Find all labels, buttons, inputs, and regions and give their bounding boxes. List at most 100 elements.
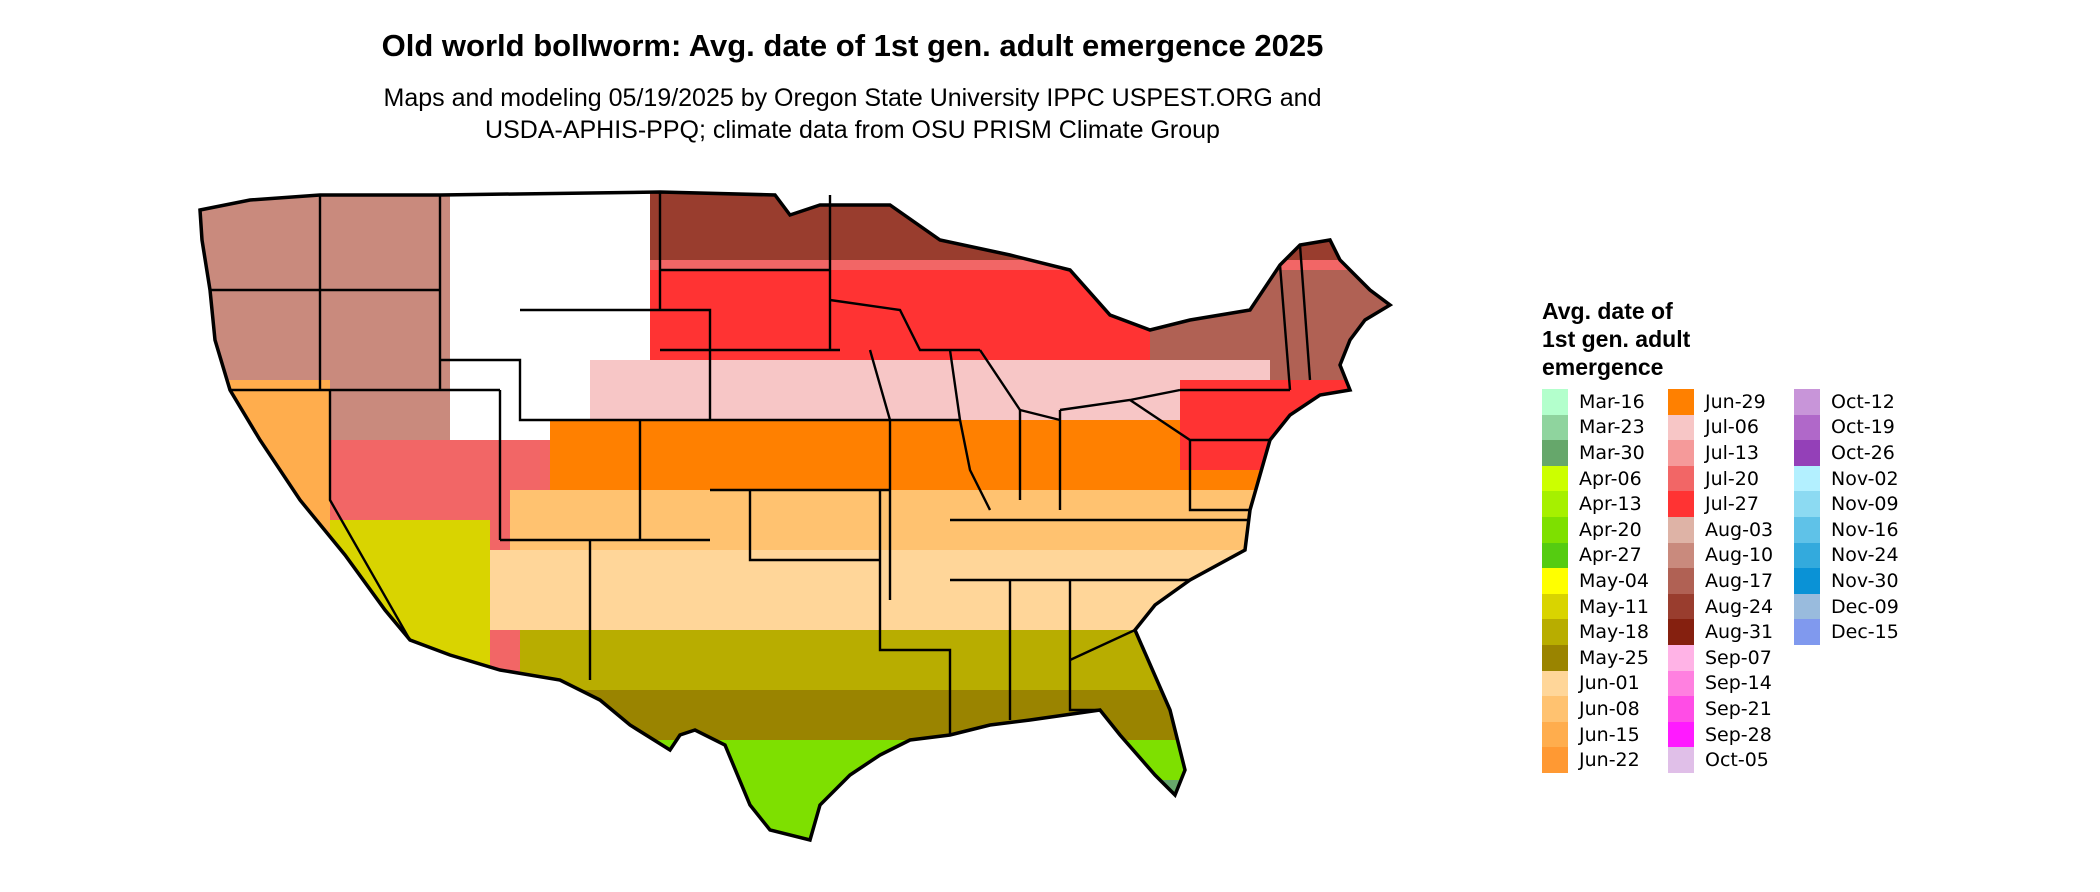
map-title: Old world bollworm: Avg. date of 1st gen… (381, 28, 1324, 63)
legend-label: Aug-17 (1705, 569, 1774, 592)
legend-swatch (1542, 465, 1568, 492)
state-border (1278, 264, 1292, 391)
legend-item: Oct-05 (1668, 747, 1769, 773)
legend-item: Aug-31 (1668, 619, 1773, 645)
legend-item: May-18 (1542, 619, 1649, 645)
legend-swatch (1668, 747, 1694, 773)
legend-swatch (1542, 440, 1568, 466)
legend-item: Sep-28 (1668, 721, 1772, 748)
legend-label: Sep-21 (1705, 697, 1772, 720)
legend-item: Nov-24 (1794, 542, 1899, 569)
zone-rect (200, 380, 330, 680)
legend-item: Jun-22 (1542, 747, 1640, 773)
legend-label: Nov-16 (1831, 518, 1899, 541)
legend-item: Apr-06 (1542, 465, 1642, 492)
legend-swatch (1794, 414, 1820, 441)
legend-label: Nov-24 (1831, 544, 1899, 567)
legend-item: Sep-07 (1668, 645, 1772, 671)
zone-rect (330, 520, 490, 690)
legend-label: Oct-19 (1831, 416, 1895, 439)
legend-swatch (1794, 440, 1820, 466)
legend-label: Jun-22 (1579, 749, 1640, 772)
legend-label: Apr-27 (1579, 544, 1642, 567)
legend-swatch (1668, 542, 1694, 569)
legend-label: Jun-01 (1579, 672, 1640, 695)
legend-label: May-25 (1579, 646, 1649, 669)
legend-item: May-25 (1542, 645, 1649, 671)
legend-swatch (1794, 389, 1820, 415)
legend-item: Oct-19 (1794, 414, 1895, 441)
legend-item: May-11 (1542, 593, 1649, 620)
legend-swatch (1542, 670, 1568, 697)
legend-label: Apr-06 (1579, 467, 1642, 490)
legend-swatch (1794, 568, 1820, 594)
legend-label: Oct-05 (1705, 749, 1769, 772)
legend-label: Sep-07 (1705, 646, 1772, 669)
legend-item: Jul-06 (1668, 414, 1759, 441)
legend-item: Jun-08 (1542, 696, 1640, 722)
state-border (1298, 244, 1312, 381)
legend-label: Jul-06 (1705, 416, 1759, 439)
us-emergence-map (198, 190, 1394, 843)
legend-item: Nov-02 (1794, 465, 1899, 492)
subtitle-line-1: Maps and modeling 05/19/2025 by Oregon S… (383, 84, 1322, 112)
state-border (440, 358, 710, 422)
legend-swatch (1542, 517, 1568, 543)
legend-item: Sep-14 (1668, 670, 1772, 697)
state-border (1069, 628, 1136, 662)
legend-item: Jul-20 (1668, 465, 1759, 492)
legend-item: Oct-12 (1794, 389, 1895, 415)
legend-swatch (1794, 517, 1820, 543)
legend-swatch (1542, 593, 1568, 620)
legend-label: Mar-16 (1579, 390, 1645, 413)
legend-item: May-04 (1542, 568, 1649, 594)
legend-label: Jun-29 (1705, 390, 1766, 413)
legend-label: Apr-13 (1579, 493, 1642, 516)
legend-label: Dec-15 (1831, 621, 1899, 644)
legend-swatch (1542, 645, 1568, 671)
legend-swatch (1668, 721, 1694, 748)
state-border (748, 490, 880, 562)
legend-label: Jul-27 (1705, 493, 1759, 516)
state-border (520, 308, 712, 420)
legend-swatch (1542, 389, 1568, 415)
legend-label: Sep-14 (1705, 672, 1772, 695)
legend-label: Sep-28 (1705, 723, 1772, 746)
legend-swatch (1794, 465, 1820, 492)
legend-swatch (1668, 414, 1694, 441)
state-borders (210, 192, 1312, 735)
legend-label: Nov-02 (1831, 467, 1899, 490)
subtitle-line-2: USDA-APHIS-PPQ; climate data from OSU PR… (485, 116, 1220, 144)
legend-label: Dec-09 (1831, 595, 1899, 618)
legend-label: Jun-15 (1579, 723, 1640, 746)
state-border (328, 390, 412, 641)
legend-item: Aug-17 (1668, 568, 1773, 594)
state-border (948, 349, 992, 511)
us-outline (198, 190, 1394, 843)
legend-label: Oct-26 (1831, 441, 1895, 464)
legend-label: Aug-10 (1705, 544, 1774, 567)
legend-label: Aug-03 (1705, 518, 1774, 541)
legend-label: May-11 (1579, 595, 1649, 618)
emergence-zones (200, 192, 1390, 840)
zone-rect (590, 360, 1270, 420)
state-border (1068, 580, 1100, 712)
legend-swatch (1668, 593, 1694, 620)
legend-label: Jul-13 (1705, 441, 1759, 464)
legend-swatch (1668, 517, 1694, 543)
legend-item: Nov-09 (1794, 491, 1899, 517)
zone-rect (540, 740, 1240, 840)
legend-item: Jun-15 (1542, 721, 1640, 748)
legend-swatch (1668, 670, 1694, 697)
legend-item: Aug-10 (1668, 542, 1774, 569)
state-border (1188, 440, 1250, 512)
legend-swatch (1542, 747, 1568, 773)
zone-rect (520, 630, 1220, 690)
legend-item: Jul-27 (1668, 491, 1759, 517)
legend-swatch (1794, 593, 1820, 620)
legend-swatch (1668, 440, 1694, 466)
legend-item: Nov-30 (1794, 568, 1899, 594)
legend-swatch (1542, 542, 1568, 569)
legend-label: Mar-30 (1579, 441, 1645, 464)
legend-swatch (1794, 491, 1820, 517)
